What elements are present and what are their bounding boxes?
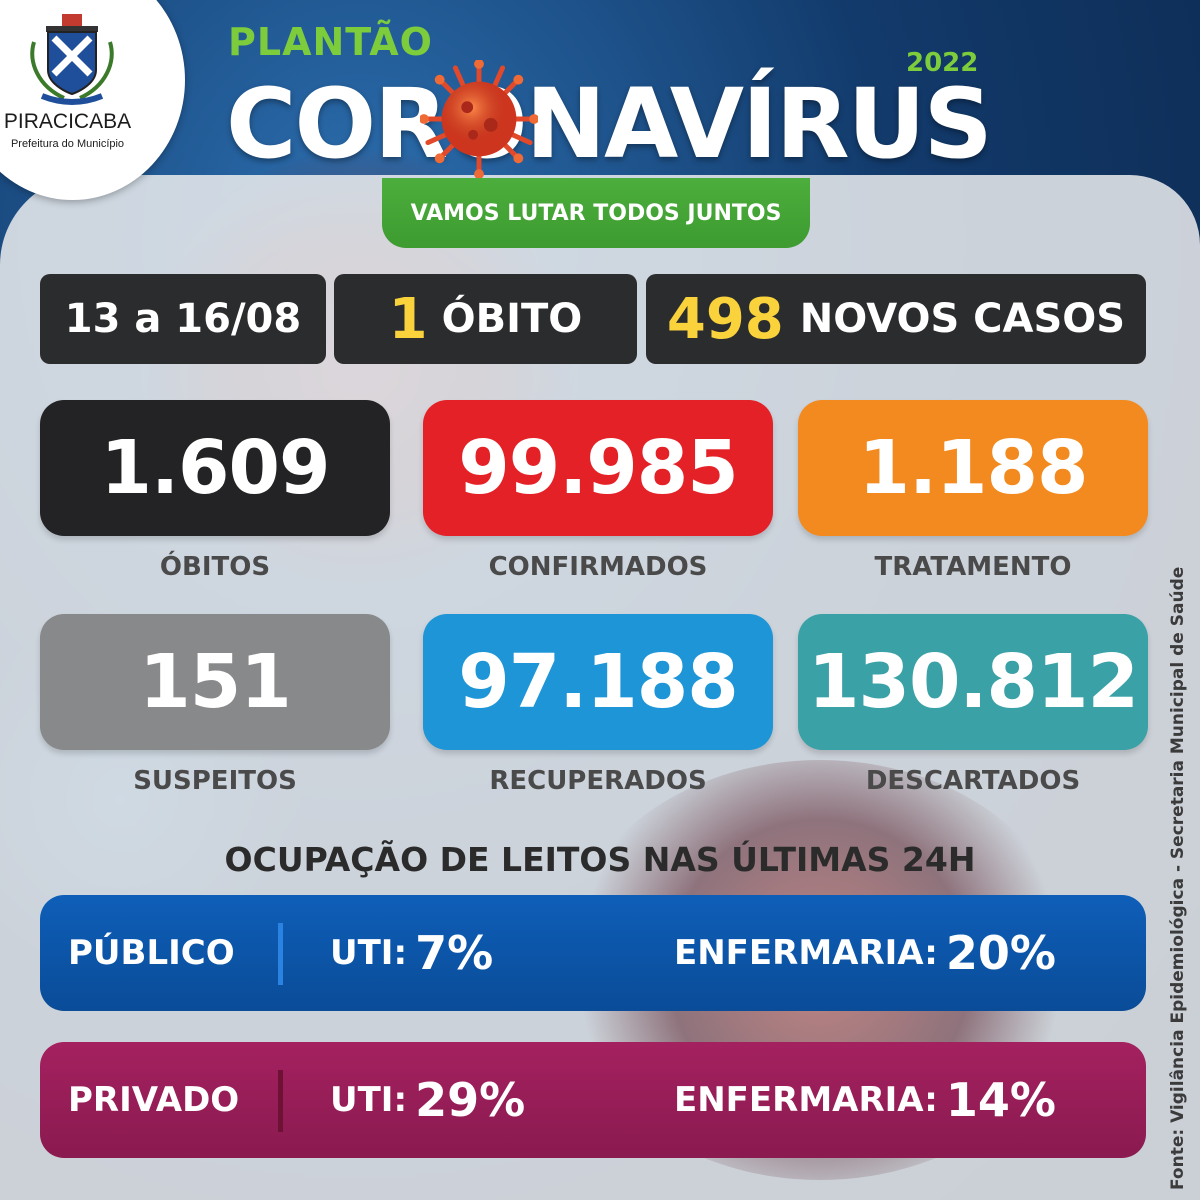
stat-card-recuperados: 97.188	[423, 614, 773, 750]
header-year: 2022	[906, 48, 979, 78]
header-plantao: PLANTÃO	[228, 20, 433, 64]
period-text: 13 a 16/08	[64, 296, 302, 342]
city-logo-badge: PIRACICABA Prefeitura do Município	[0, 0, 185, 200]
private-label: PRIVADO	[68, 1080, 240, 1120]
stat-card-obitos: 1.609	[40, 400, 390, 536]
public-uti: UTI: 7%	[330, 895, 493, 1011]
coat-of-arms-icon	[30, 14, 114, 105]
stat-label-suspeitos: SUSPEITOS	[133, 766, 297, 796]
private-uti: UTI: 29%	[330, 1042, 525, 1158]
stat-label-obitos: ÓBITOS	[159, 552, 271, 582]
deaths-box: 1 ÓBITO	[334, 274, 637, 364]
stat-label-descartados: DESCARTADOS	[865, 766, 1081, 796]
new-cases-box: 498 NOVOS CASOS	[646, 274, 1146, 364]
private-uti-value: 29%	[415, 1073, 526, 1127]
stat-card-tratamento: 1.188	[798, 400, 1148, 536]
source-credit: Fonte: Vigilância Epidemiológica - Secre…	[1168, 566, 1188, 1190]
public-enfermaria: ENFERMARIA: 20%	[674, 895, 1056, 1011]
public-beds-row: PÚBLICO UTI: 7% ENFERMARIA: 20%	[40, 895, 1146, 1011]
public-uti-value: 7%	[415, 926, 494, 980]
new-deaths-count: 1	[388, 286, 428, 352]
period-box: 13 a 16/08	[40, 274, 326, 364]
city-subtitle: Prefeitura do Município	[10, 138, 125, 150]
enfermaria-label: ENFERMARIA:	[674, 933, 938, 973]
slogan-banner: VAMOS LUTAR TODOS JUNTOS	[382, 178, 810, 248]
public-enfermaria-value: 20%	[945, 926, 1056, 980]
stat-label-tratamento: TRATAMENTO	[874, 552, 1072, 582]
stat-card-suspeitos: 151	[40, 614, 390, 750]
private-enfermaria-value: 14%	[945, 1073, 1056, 1127]
header-title: CORONAVÍRUS	[226, 68, 993, 180]
bed-occupancy-title: OCUPAÇÃO DE LEITOS NAS ÚLTIMAS 24H	[224, 840, 976, 879]
enfermaria-label: ENFERMARIA:	[674, 1080, 938, 1120]
private-enfermaria: ENFERMARIA: 14%	[674, 1042, 1056, 1158]
stat-label-confirmados: CONFIRMADOS	[488, 552, 708, 582]
new-cases-count: 498	[666, 286, 784, 352]
public-label: PÚBLICO	[68, 933, 235, 973]
virus-icon	[420, 60, 538, 178]
city-name: PIRACICABA	[3, 110, 132, 133]
divider	[278, 1070, 283, 1132]
stat-label-recuperados: RECUPERADOS	[489, 766, 707, 796]
new-deaths-label: ÓBITO	[441, 296, 583, 342]
uti-label: UTI:	[330, 1080, 408, 1120]
private-beds-row: PRIVADO UTI: 29% ENFERMARIA: 14%	[40, 1042, 1146, 1158]
divider	[278, 923, 283, 985]
new-cases-label: NOVOS CASOS	[799, 296, 1126, 342]
uti-label: UTI:	[330, 933, 408, 973]
stat-card-confirmados: 99.985	[423, 400, 773, 536]
stat-card-descartados: 130.812	[798, 614, 1148, 750]
